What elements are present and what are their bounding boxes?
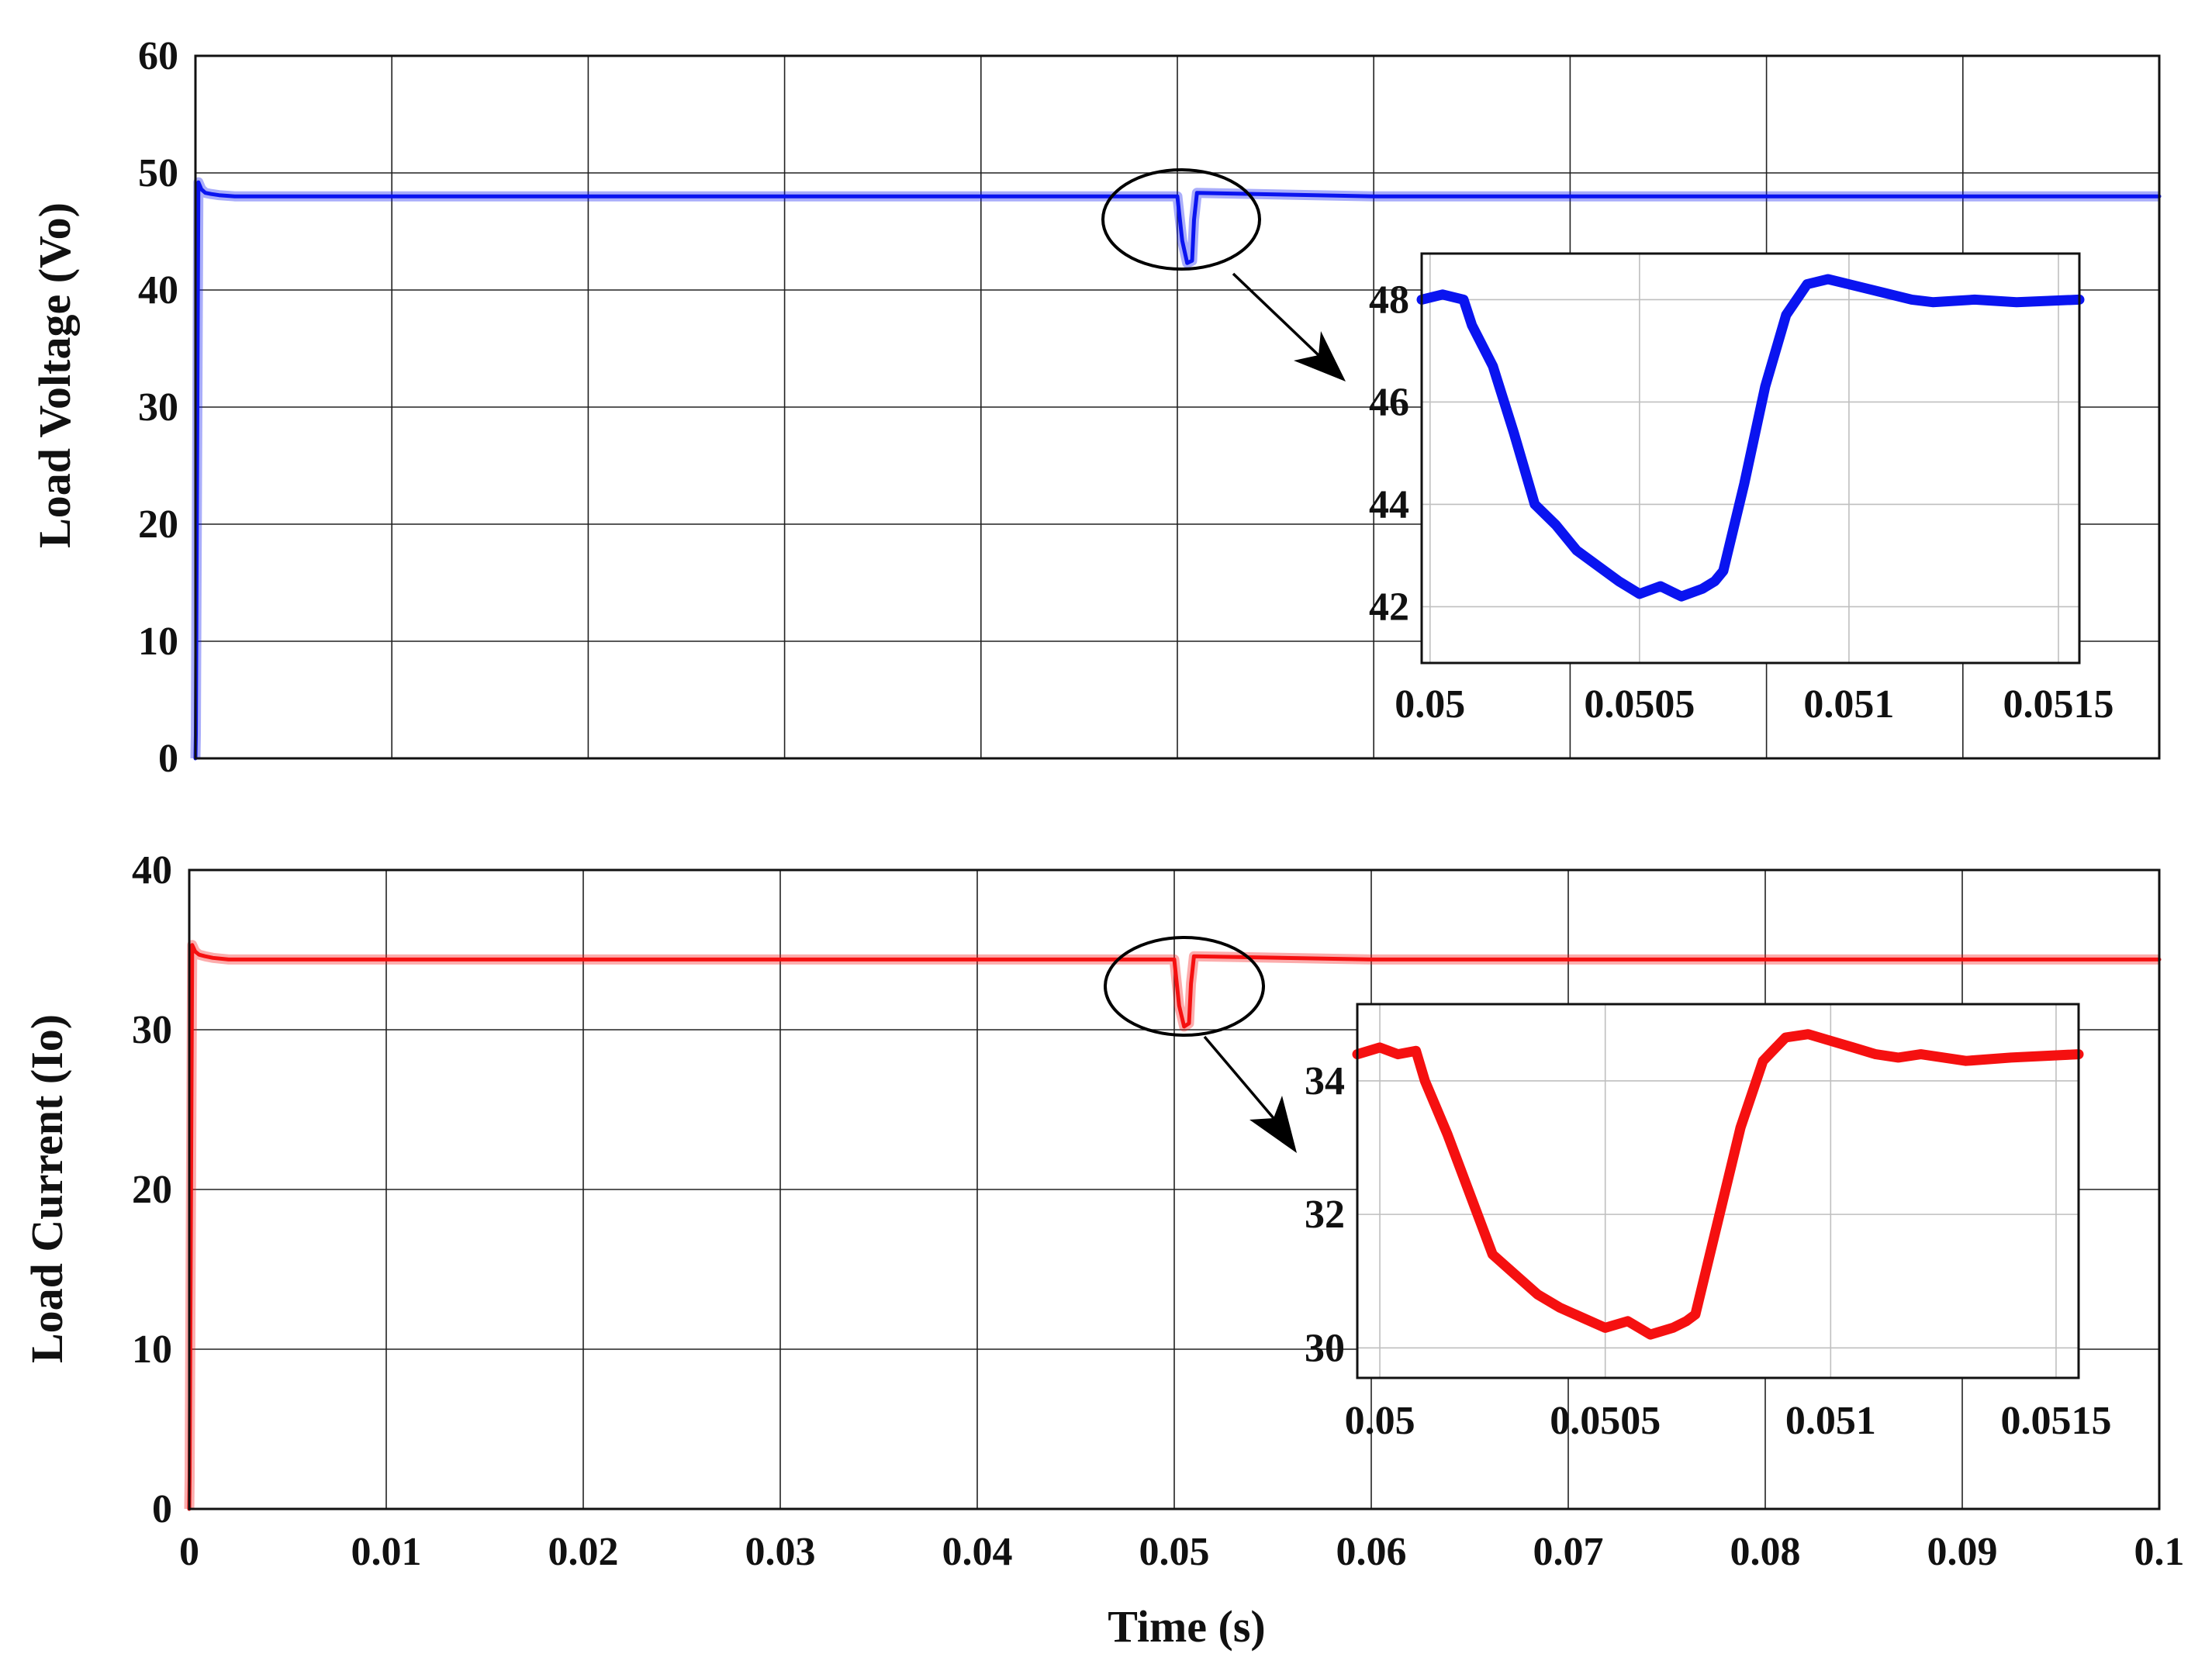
y-tick-label: 46 <box>1369 380 1409 424</box>
current-inset-bg <box>1357 1004 2079 1378</box>
x-tick-label: 0.051 <box>1803 682 1894 727</box>
current-inset-series <box>1352 1029 2084 1340</box>
x-tick-label: 0.05 <box>1395 682 1465 727</box>
voltage-inset-frame <box>1420 252 2081 665</box>
current-x-ticks: 0 0.01 0.02 0.03 0.04 0.05 0.06 0.07 0.08 0.09 0.1 <box>179 1530 2185 1574</box>
x-tick-label: 0.05 <box>1139 1530 1210 1574</box>
voltage-y-ticks: 0 10 20 30 40 50 60 <box>138 34 178 781</box>
current-inset-y-ticks: 30 32 34 <box>1305 1059 1345 1370</box>
y-tick-label: 42 <box>1369 585 1409 629</box>
current-frame <box>188 868 2161 1510</box>
current-inset-x-ticks: 0.05 0.0505 0.051 0.0515 <box>1345 1399 2112 1443</box>
current-zoom-arrowhead <box>1249 1096 1297 1153</box>
current-zoom-arrow <box>1203 1035 1275 1120</box>
current-zoom-annotation <box>1104 936 1297 1153</box>
current-inset: 30 32 34 0.05 0.0505 0.051 0.0515 <box>1305 1003 2112 1443</box>
series-line <box>193 180 2162 761</box>
voltage-series <box>190 177 2162 761</box>
voltage-inset-series <box>1416 274 2085 602</box>
x-tick-label: 0.04 <box>942 1530 1013 1574</box>
voltage-zoom-arrowhead <box>1294 331 1346 381</box>
x-tick-label: 0.08 <box>1730 1530 1801 1574</box>
y-tick-label: 20 <box>138 502 178 547</box>
y-tick-label: 30 <box>138 385 178 430</box>
y-tick-label: 50 <box>138 151 178 195</box>
y-tick-label: 20 <box>132 1168 172 1212</box>
x-tick-label: 0.1 <box>2134 1530 2185 1574</box>
x-tick-label: 0.0505 <box>1584 682 1695 727</box>
current-y-ticks: 0 10 20 30 40 <box>132 848 172 1531</box>
x-axis-label: Time (s) <box>1108 1601 1266 1652</box>
x-tick-label: 0.0505 <box>1550 1399 1661 1443</box>
y-tick-label: 60 <box>138 34 178 78</box>
voltage-zoom-annotation <box>1101 168 1346 381</box>
x-tick-label: 0.06 <box>1336 1530 1407 1574</box>
x-tick-label: 0.01 <box>351 1530 422 1574</box>
series-line <box>187 943 2162 1511</box>
y-tick-label: 0 <box>152 1487 172 1531</box>
voltage-inset-y-ticks: 42 44 46 48 <box>1369 278 1409 629</box>
current-series <box>184 940 2162 1511</box>
voltage-zoom-ellipse <box>1101 168 1261 271</box>
x-tick-label: 0.02 <box>548 1530 619 1574</box>
current-zoom-ellipse <box>1104 936 1265 1037</box>
y-tick-label: 30 <box>1305 1326 1345 1370</box>
y-tick-label: 10 <box>132 1327 172 1372</box>
y-tick-label: 44 <box>1369 482 1409 527</box>
y-tick-label: 48 <box>1369 278 1409 322</box>
x-tick-label: 0.051 <box>1785 1399 1876 1443</box>
y-tick-label: 34 <box>1305 1059 1345 1103</box>
x-tick-label: 0.0515 <box>2003 682 2113 727</box>
voltage-frame <box>194 54 2161 760</box>
current-inset-frame <box>1356 1003 2080 1379</box>
voltage-y-label: Load Voltage (Vo) <box>29 202 80 548</box>
x-tick-label: 0.07 <box>1533 1530 1604 1574</box>
x-tick-label: 0.0515 <box>2000 1399 2111 1443</box>
voltage-inset-x-ticks: 0.05 0.0505 0.051 0.0515 <box>1395 682 2113 727</box>
series-line <box>1416 274 2085 602</box>
x-tick-label: 0.03 <box>745 1530 816 1574</box>
x-tick-label: 0 <box>179 1530 199 1574</box>
y-tick-label: 32 <box>1305 1193 1345 1237</box>
x-tick-label: 0.05 <box>1345 1399 1415 1443</box>
y-tick-label: 30 <box>132 1008 172 1052</box>
voltage-panel: 0 10 20 30 40 50 60 Load Voltage (Vo) <box>29 34 2162 781</box>
current-y-label: Load Current (Io) <box>22 1014 72 1363</box>
y-tick-label: 10 <box>138 620 178 664</box>
voltage-inset: 42 44 46 48 0.05 0.0505 0.051 0.0515 <box>1369 252 2113 727</box>
voltage-zoom-arrow <box>1232 272 1320 357</box>
y-tick-label: 40 <box>138 268 178 312</box>
y-tick-label: 0 <box>158 737 178 781</box>
x-tick-label: 0.09 <box>1927 1530 1998 1574</box>
y-tick-label: 40 <box>132 848 172 892</box>
